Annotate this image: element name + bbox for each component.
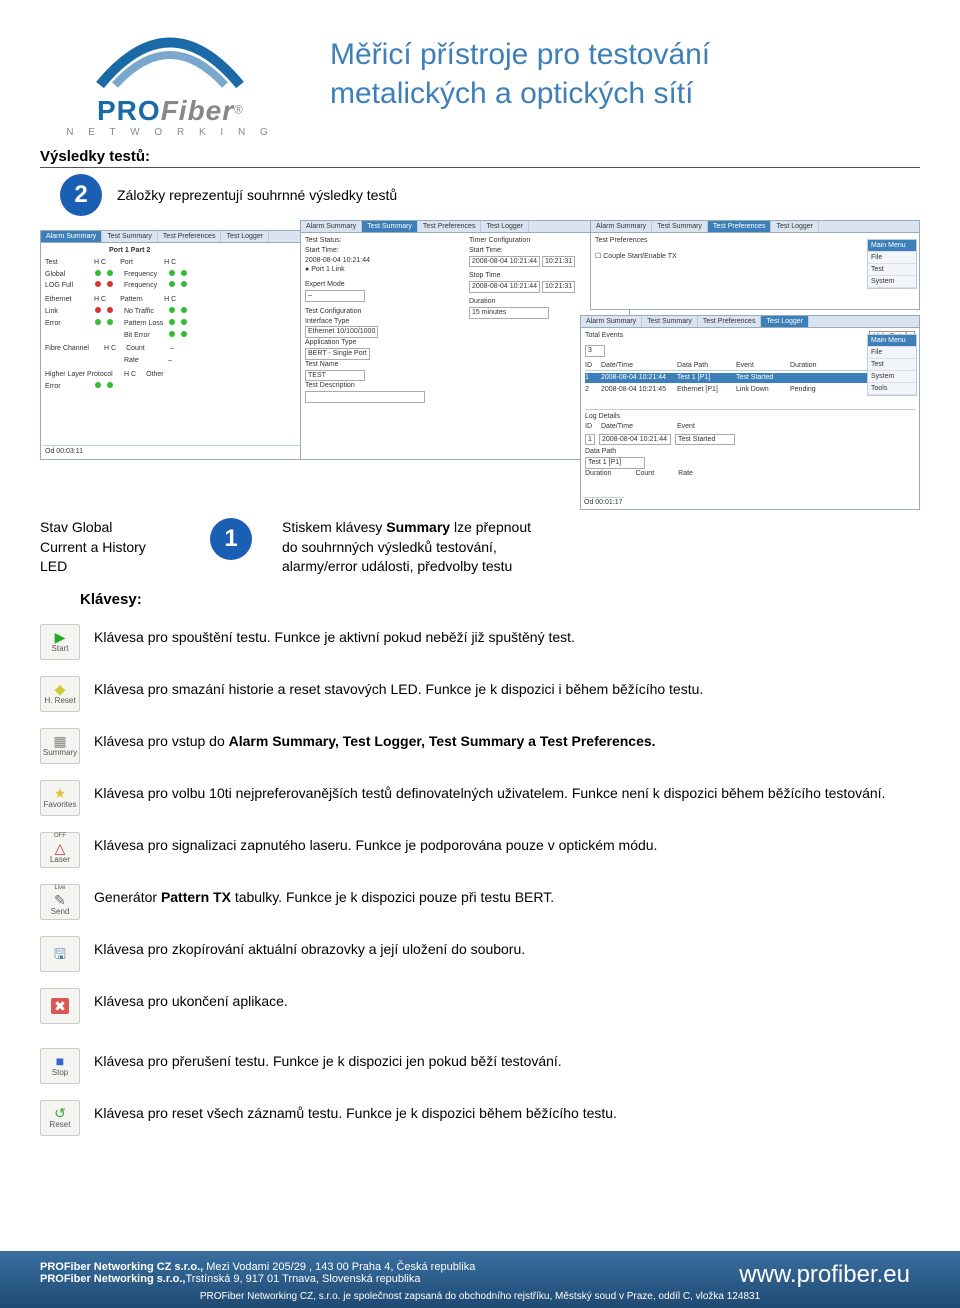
page-title: Měřicí přístroje pro testování metalický… bbox=[330, 20, 710, 113]
key-icon: ✖ bbox=[40, 988, 80, 1024]
key-text: Klávesa pro zkopírování aktuální obrazov… bbox=[94, 936, 525, 960]
key-icon: Live✎Send bbox=[40, 884, 80, 920]
key-icon: ◆H. Reset bbox=[40, 676, 80, 712]
screenshot-test-preferences: Alarm Summary Test Summary Test Preferen… bbox=[590, 220, 920, 310]
logo: PROFiber® N E T W O R K I N G bbox=[40, 20, 300, 138]
logo-pro: PRO bbox=[97, 95, 161, 126]
key-item: ✖ Klávesa pro ukončení aplikace. bbox=[40, 988, 920, 1024]
key-text: Klávesa pro reset všech záznamů testu. F… bbox=[94, 1100, 617, 1124]
key-text: Klávesa pro volbu 10ti nejpreferovanější… bbox=[94, 780, 885, 804]
page-footer: PROFiber Networking CZ s.r.o., Mezi Voda… bbox=[0, 1251, 960, 1308]
key-item: OFF△Laser Klávesa pro signalizaci zapnuté… bbox=[40, 832, 920, 868]
logo-tagline: N E T W O R K I N G bbox=[40, 127, 300, 138]
callout-2-badge: 2 bbox=[60, 174, 102, 216]
key-text: Klávesa pro vstup do Alarm Summary, Test… bbox=[94, 728, 656, 752]
key-text: Klávesa pro ukončení aplikace. bbox=[94, 988, 288, 1012]
key-text: Klávesa pro smazání historie a reset sta… bbox=[94, 676, 703, 700]
key-item: ▶Start Klávesa pro spouštění testu. Funkc… bbox=[40, 624, 920, 660]
footer-url: www.profiber.eu bbox=[739, 1261, 910, 1289]
key-icon: OFF△Laser bbox=[40, 832, 80, 868]
key-text: Klávesa pro přerušení testu. Funkce je k… bbox=[94, 1048, 562, 1072]
callout-2-text: Záložky reprezentují souhrnné výsledky t… bbox=[117, 187, 397, 203]
logo-fiber: Fiber bbox=[161, 95, 234, 126]
key-item: 🖫 Klávesa pro zkopírování aktuální obrazo… bbox=[40, 936, 920, 972]
screenshots-area: Alarm Summary Test Summary Test Preferen… bbox=[40, 220, 920, 510]
callout-1-text: Stiskem klávesy Summary lze přepnout do … bbox=[282, 518, 542, 577]
key-text: Klávesa pro signalizaci zapnutého laseru… bbox=[94, 832, 657, 856]
key-item: ◆H. Reset Klávesa pro smazání historie a … bbox=[40, 676, 920, 712]
key-descriptions: ▶Start Klávesa pro spouštění testu. Funkc… bbox=[40, 624, 920, 1136]
key-item: ★Favorites Klávesa pro volbu 10ti nejpref… bbox=[40, 780, 920, 816]
screenshot-test-logger: Alarm Summary Test Summary Test Preferen… bbox=[580, 315, 920, 510]
key-icon: 🖫 bbox=[40, 936, 80, 972]
callout-1-badge: 1 bbox=[210, 518, 252, 560]
key-icon: ■Stop bbox=[40, 1048, 80, 1084]
key-icon: ★Favorites bbox=[40, 780, 80, 816]
key-item: Live✎Send Generátor Pattern TX tabulky. F… bbox=[40, 884, 920, 920]
key-icon: ▶Start bbox=[40, 624, 80, 660]
key-icon: ↺Reset bbox=[40, 1100, 80, 1136]
key-item: ↺Reset Klávesa pro reset všech záznamů te… bbox=[40, 1100, 920, 1136]
screenshot-alarm-summary: Alarm Summary Test Summary Test Preferen… bbox=[40, 230, 340, 460]
callout-global-led: Stav Global Current a History LED Kláves… bbox=[40, 518, 180, 610]
key-item: ▦Summary Klávesa pro vstup do Alarm Summa… bbox=[40, 728, 920, 764]
key-text: Generátor Pattern TX tabulky. Funkce je … bbox=[94, 884, 554, 908]
section-results-heading: Výsledky testů: bbox=[40, 148, 920, 168]
key-text: Klávesa pro spouštění testu. Funkce je a… bbox=[94, 624, 575, 648]
key-icon: ▦Summary bbox=[40, 728, 80, 764]
key-item: ■Stop Klávesa pro přerušení testu. Funkce… bbox=[40, 1048, 920, 1084]
